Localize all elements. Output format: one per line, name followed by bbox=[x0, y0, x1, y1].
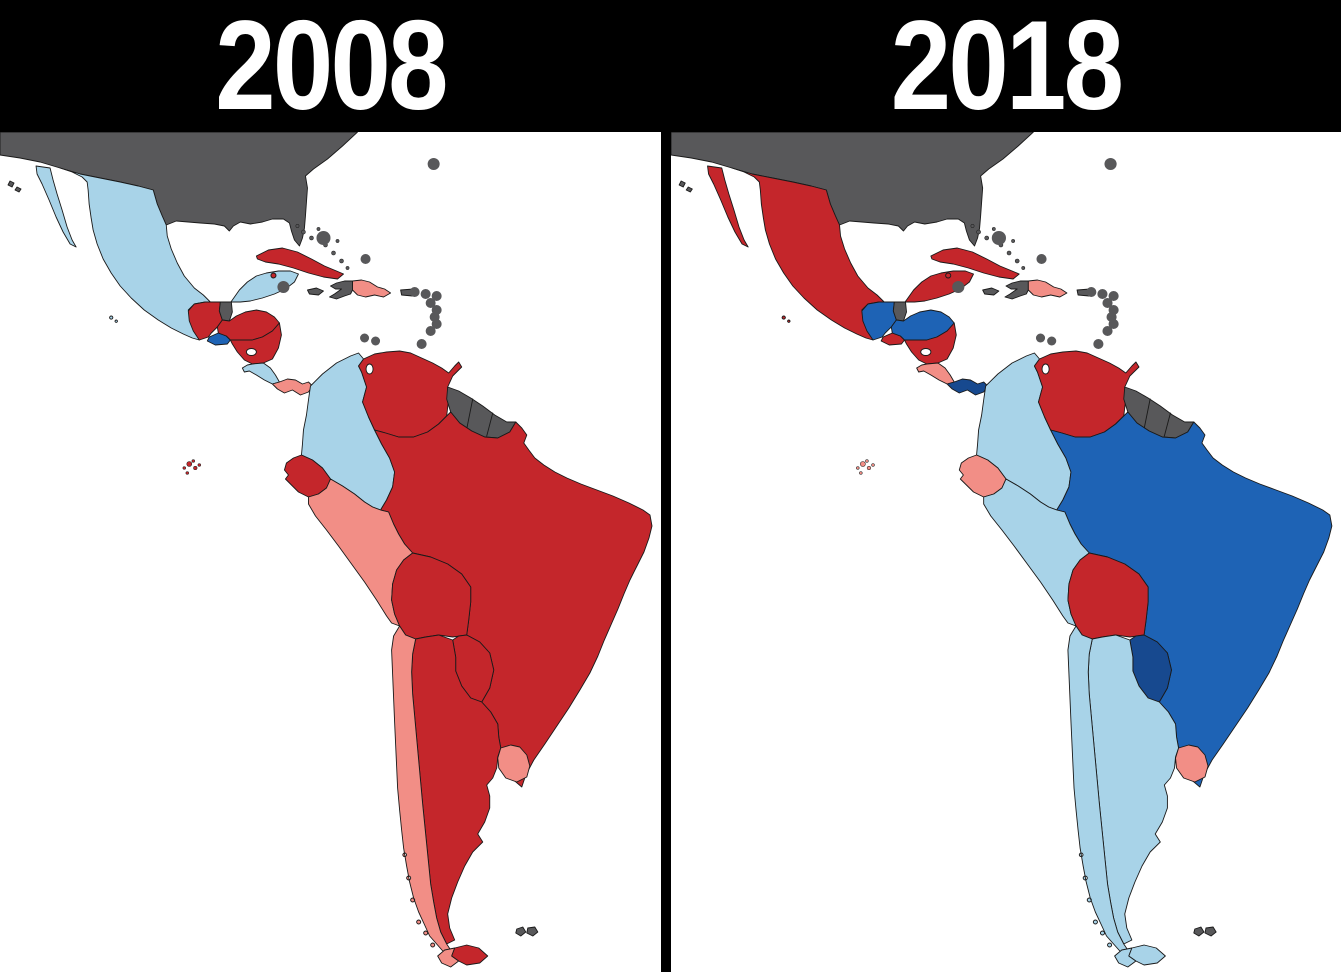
map-2008 bbox=[0, 132, 661, 972]
map-title-2008: 2008 bbox=[215, 0, 448, 138]
map-2018-svg bbox=[671, 132, 1333, 968]
map-row bbox=[0, 132, 1341, 972]
map-divider bbox=[661, 132, 671, 972]
map-2018 bbox=[671, 132, 1341, 972]
title-bar: 2008 2018 bbox=[0, 0, 1341, 132]
map-2008-svg bbox=[0, 132, 653, 968]
map-title-2018: 2018 bbox=[890, 0, 1124, 138]
